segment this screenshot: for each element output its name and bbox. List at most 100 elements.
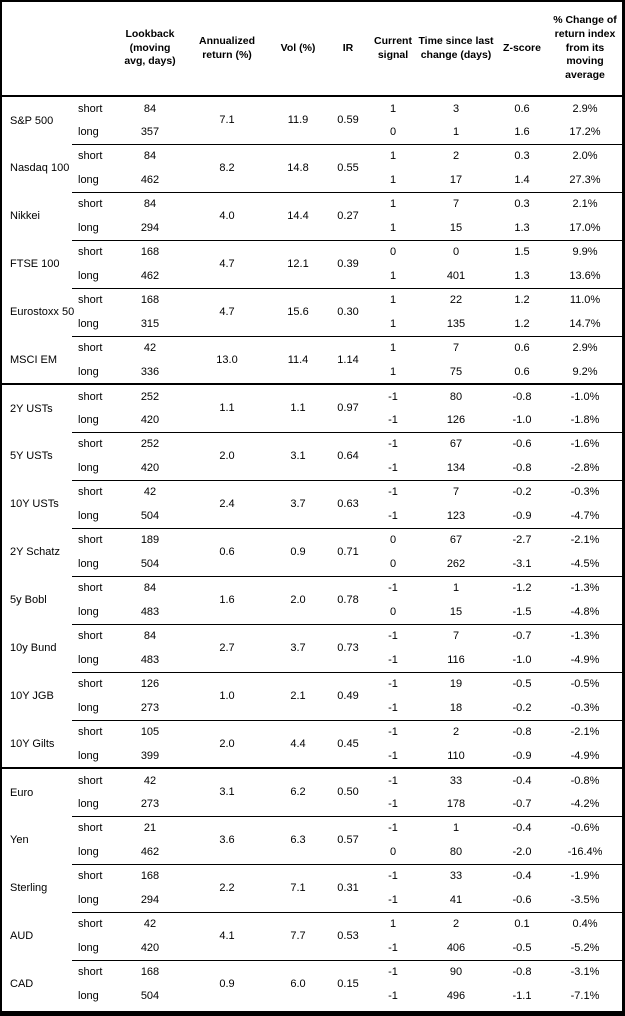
cell-annualized-return: 2.0 [184,431,270,480]
cell-horizon-long: long [78,461,99,474]
cell-ir: 1.14 [326,335,370,384]
cell-zscore-long: -0.9 [512,509,532,522]
cell-time-since-short: 19 [416,671,496,696]
cell-horizon-long: long [78,893,99,906]
cell-asset-name: FTSE 100 [10,258,60,270]
asset-group: 10Y USTs short 42 2.4 3.7 0.63 -1 7 -0.2 -0.3% lon… [2,479,622,528]
cell-signal-long: -1 [388,990,398,1002]
cell-lookback-long: 357 [140,125,160,138]
cell-time-since-short: 2 [416,719,496,744]
cell-signal-long: -1 [388,749,398,762]
table-row-short: 2Y Schatz short 189 0.6 0.9 0.71 0 67 -2.7 -2.1% [2,527,622,576]
cell-asset-name: Euro [2,767,72,816]
cell-lookback-long: 315 [140,317,160,330]
cell-lookback-short: 42 [116,911,184,936]
cell-time-since-long: 18 [449,701,463,714]
cell-horizon-long: long [78,269,99,282]
cell-horizon-long: long [78,173,99,186]
cell-annualized-return: 4.7 [184,287,270,336]
cell-pct-change-long: 17.0% [569,221,601,234]
asset-group: 10Y JGB short 126 1.0 2.1 0.49 -1 19 -0.5 -0.5% lo… [2,671,622,720]
cell-annualized-return: 3.6 [184,815,270,864]
cell-annualized-return: 1.0 [184,671,270,720]
cell-horizon-short: short [72,863,116,888]
cell-horizon-long: long [78,653,99,666]
cell-horizon-long: long [78,941,99,954]
cell-asset-name: 10y Bund [10,642,57,654]
cell-pct-change-long: -3.5% [570,893,600,906]
cell-vol: 2.1 [270,671,326,720]
cell-lookback-long: 420 [140,461,160,474]
cell-time-since-short: 7 [416,623,496,648]
cell-lookback-short: 42 [116,479,184,504]
cell-zscore-short: 0.6 [496,335,548,360]
cell-pct-change-short: -1.6% [548,431,622,456]
table-row-long: long 294 1 15 1.3 17.0% [2,216,622,240]
cell-zscore-long: -1.0 [512,413,532,426]
cell-pct-change-short: 9.9% [548,239,622,264]
cell-ir: 0.59 [337,114,359,127]
cell-zscore-long: 1.4 [514,173,530,186]
cell-zscore-long: 1.2 [514,317,530,330]
cell-horizon-short: short [72,383,116,408]
cell-vol: 11.9 [287,114,309,127]
table-row-short: CAD short 168 0.9 6.0 0.15 -1 90 -0.8 -3.1% [2,959,622,1008]
cell-zscore-short: -0.4 [496,767,548,792]
cell-pct-change-short: -2.1% [548,527,622,552]
cell-pct-change-short: 11.0% [548,287,622,312]
cell-vol: 6.3 [270,815,326,864]
cell-ir: 0.31 [326,863,370,912]
table-row-short: AUD short 42 4.1 7.7 0.53 1 2 0.1 0.4% [2,911,622,960]
cell-signal-long: 1 [389,269,397,282]
cell-horizon-short: short [72,911,116,936]
cell-asset-name: Sterling [10,882,48,894]
cell-zscore-long: 1.6 [514,125,530,138]
cell-horizon-short: short [72,767,116,792]
cell-zscore-long: -1.0 [512,653,532,666]
cell-zscore-short: 0.3 [496,143,548,168]
cell-signal-short: -1 [370,863,416,888]
cell-lookback-short: 168 [116,959,184,984]
cell-signal-long: -1 [388,941,398,954]
cell-time-since-long: 41 [449,893,463,906]
cell-zscore-long: -0.6 [512,893,532,906]
cell-pct-change-short: -1.3% [548,623,622,648]
cell-asset-name: 5Y USTs [10,450,53,462]
table-row-long: long 315 1 135 1.2 14.7% [2,312,622,336]
cell-zscore-short: -0.6 [496,431,548,456]
cell-lookback-short: 168 [116,863,184,888]
cell-annualized-return: 3.1 [184,767,270,816]
cell-time-since-long: 1 [452,125,460,138]
col-header-pct-change: % Change of return index from its moving… [548,2,622,97]
cell-zscore-long: -0.7 [512,797,532,810]
cell-annualized-return: 4.7 [184,239,270,288]
asset-group: Nikkei short 84 4.0 14.4 0.27 1 7 0.3 2.1% long 294… [2,191,622,240]
asset-group: 5Y USTs short 252 2.0 3.1 0.64 -1 67 -0.6 -1.6% lo… [2,431,622,480]
cell-horizon-short: short [72,527,116,552]
cell-lookback-long: 273 [140,797,160,810]
cell-time-since-long: 80 [449,845,463,858]
cell-time-since-long: 123 [446,509,466,522]
cell-horizon-long: long [78,797,99,810]
cell-time-since-short: 33 [416,863,496,888]
cell-annualized-return: 1.6 [184,575,270,624]
table-row-short: 5Y USTs short 252 2.0 3.1 0.64 -1 67 -0.6 -1.6% [2,431,622,480]
cell-time-since-long: 15 [449,221,463,234]
col-header-horizon-blank [72,2,116,97]
cell-zscore-long: 1.3 [514,221,530,234]
cell-pct-change-long: -4.7% [570,509,600,522]
cell-signal-short: -1 [370,383,416,408]
asset-group: MSCI EM short 42 13.0 11.4 1.14 1 7 0.6 2.9% long 3… [2,335,622,384]
cell-vol: 11.4 [270,335,326,384]
cell-horizon-long: long [78,413,99,426]
table-row-short: Eurostoxx 50 short 168 4.7 15.6 0.30 1 22 1.2 11.… [2,287,622,336]
table-row-short: 10y Bund short 84 2.7 3.7 0.73 -1 7 -0.7 -1.3% [2,623,622,672]
table-row-long: long 357 0 1 1.6 17.2% [2,120,622,144]
cell-signal-short: 1 [389,102,397,115]
cell-pct-change-long: 9.2% [572,365,598,378]
cell-annualized-return: 0.9 [184,959,270,1008]
cell-asset-name: Nasdaq 100 [10,162,70,174]
cell-lookback-short: 84 [116,191,184,216]
cell-time-since-short: 2 [416,911,496,936]
cell-pct-change-short: -0.8% [548,767,622,792]
